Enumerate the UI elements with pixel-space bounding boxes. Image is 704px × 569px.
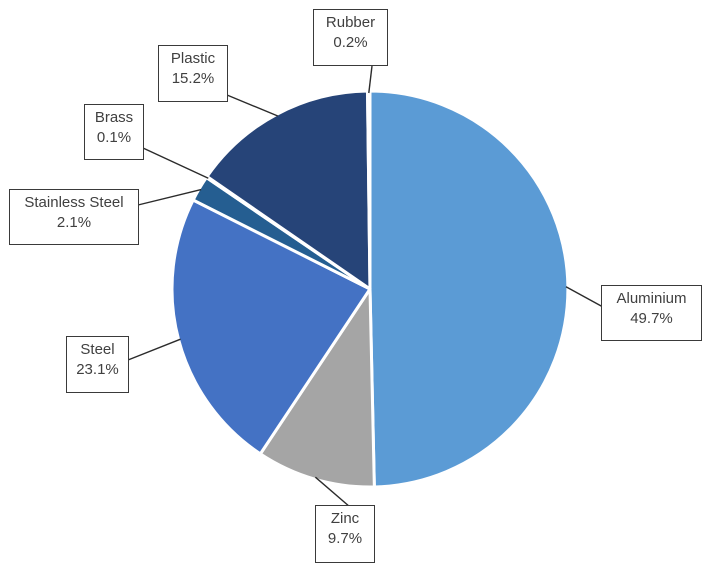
slice-name-label: Rubber (325, 14, 376, 31)
slice-name-label: Plastic (170, 50, 216, 67)
leader-lines-layer (127, 65, 604, 508)
data-label-aluminium: Aluminium 49.7% (601, 285, 702, 341)
data-label-rubber: Rubber 0.2% (313, 9, 388, 66)
leader-line-stainless-steel (137, 188, 202, 206)
leader-line-aluminium (565, 286, 604, 308)
slice-percent-label: 9.7% (327, 530, 363, 547)
leader-line-steel (127, 338, 181, 361)
slice-percent-label: 0.1% (96, 129, 132, 146)
leader-line-plastic (226, 94, 279, 117)
data-label-zinc: Zinc 9.7% (315, 505, 375, 563)
slice-name-label: Steel (80, 341, 115, 358)
slice-percent-label: 15.2% (171, 70, 215, 87)
pie-slice-zinc (258, 287, 376, 489)
slice-percent-label: 0.2% (333, 34, 368, 51)
data-label-brass: Brass 0.1% (84, 104, 144, 160)
leader-line-zinc (314, 476, 351, 508)
leader-line-rubber (368, 65, 373, 94)
data-label-plastic: Plastic 15.2% (158, 45, 228, 102)
data-label-stainless-steel: Stainless Steel 2.1% (9, 189, 139, 245)
leader-line-brass (142, 147, 209, 179)
slice-percent-label: 2.1% (56, 214, 92, 231)
slice-name-label: Zinc (330, 510, 360, 527)
data-label-steel: Steel 23.1% (66, 336, 129, 393)
pie-slice-aluminium (368, 89, 570, 489)
slice-name-label: Stainless Steel (24, 194, 124, 211)
slice-name-label: Brass (94, 109, 134, 126)
slice-percent-label: 49.7% (630, 310, 673, 327)
pie-slice-plastic (205, 89, 372, 291)
slice-name-label: Aluminium (616, 290, 687, 307)
slice-percent-label: 23.1% (76, 361, 119, 378)
slices-layer (170, 89, 570, 489)
